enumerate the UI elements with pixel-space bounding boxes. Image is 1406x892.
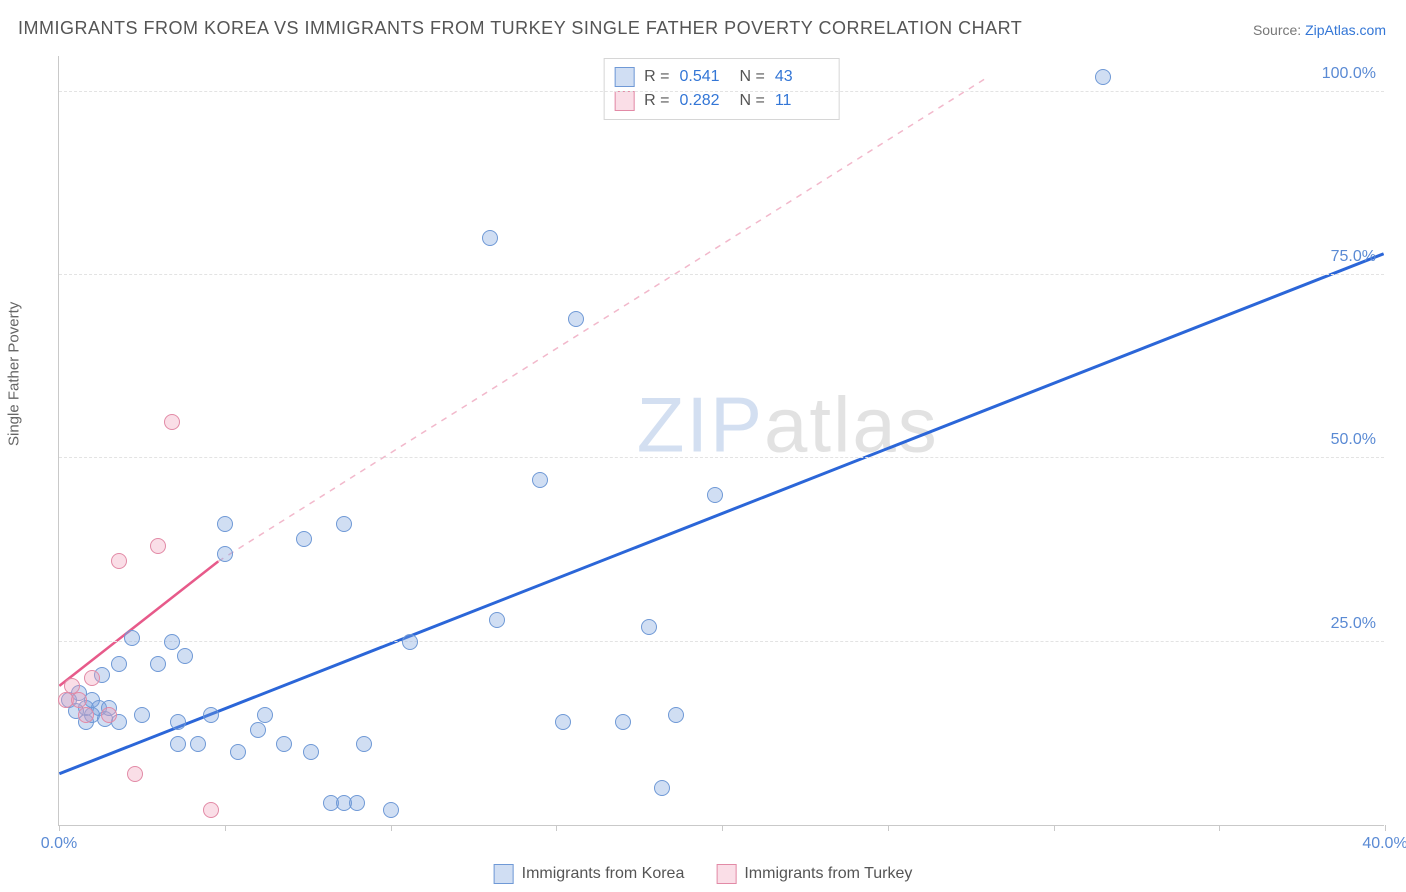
korea-point [134,707,150,723]
turkey-point [64,678,80,694]
r-value: 0.541 [680,65,730,89]
turkey-point [127,766,143,782]
korea-swatch [494,864,514,884]
korea-point [276,736,292,752]
x-tick [1385,825,1386,831]
x-tick [722,825,723,831]
source-attribution: Source: ZipAtlas.com [1253,22,1386,38]
korea-swatch [614,67,634,87]
series-legend: Immigrants from Korea Immigrants from Tur… [494,864,913,884]
y-tick-label: 100.0% [1322,65,1376,83]
trend-line [59,254,1383,774]
korea-point [668,707,684,723]
korea-point [489,612,505,628]
r-label: R = [644,89,669,113]
korea-point [615,714,631,730]
x-tick-label: 0.0% [41,835,77,853]
korea-point [568,311,584,327]
x-tick [391,825,392,831]
legend-item-turkey: Immigrants from Turkey [716,864,912,884]
turkey-point [78,707,94,723]
plot-area: ZIPatlas R = 0.541 N = 43 R = 0.282 N = 11 25.0… [58,56,1384,826]
x-tick [888,825,889,831]
legend-item-korea: Immigrants from Korea [494,864,685,884]
korea-point [170,714,186,730]
turkey-point [111,553,127,569]
r-value: 0.282 [680,89,730,113]
turkey-point [101,707,117,723]
turkey-point [164,414,180,430]
x-tick [1054,825,1055,831]
chart-title: IMMIGRANTS FROM KOREA VS IMMIGRANTS FROM… [18,18,1022,39]
korea-point [296,531,312,547]
korea-point [532,472,548,488]
korea-point [124,630,140,646]
turkey-point [150,538,166,554]
korea-point [190,736,206,752]
y-tick-label: 50.0% [1331,431,1376,449]
correlation-legend: R = 0.541 N = 43 R = 0.282 N = 11 [603,58,840,120]
x-tick [1219,825,1220,831]
trend-line [218,78,986,561]
korea-point [230,744,246,760]
turkey-point [203,802,219,818]
korea-point [383,802,399,818]
korea-point [111,656,127,672]
turkey-point [71,692,87,708]
gridline [59,641,1384,642]
turkey-point [84,670,100,686]
n-label: N = [740,89,765,113]
korea-point [336,516,352,532]
korea-point [177,648,193,664]
y-tick-label: 25.0% [1331,615,1376,633]
korea-point [217,516,233,532]
legend-label: Immigrants from Turkey [744,865,912,883]
x-tick [225,825,226,831]
correlation-row-turkey: R = 0.282 N = 11 [614,89,825,113]
gridline [59,457,1384,458]
korea-point [170,736,186,752]
source-link[interactable]: ZipAtlas.com [1305,22,1386,38]
n-value: 11 [775,89,825,113]
y-tick-label: 75.0% [1331,248,1376,266]
korea-point [250,722,266,738]
n-label: N = [740,65,765,89]
watermark-atlas: atlas [764,381,939,469]
source-label: Source: [1253,22,1305,38]
korea-point [150,656,166,672]
korea-point [164,634,180,650]
korea-point [356,736,372,752]
turkey-swatch [614,91,634,111]
korea-point [203,707,219,723]
korea-point [1095,69,1111,85]
watermark-zip: ZIP [637,381,764,469]
r-label: R = [644,65,669,89]
korea-point [482,230,498,246]
korea-point [402,634,418,650]
gridline [59,91,1384,92]
korea-point [555,714,571,730]
korea-point [217,546,233,562]
correlation-row-korea: R = 0.541 N = 43 [614,65,825,89]
trend-line [59,561,218,686]
x-tick [556,825,557,831]
y-axis-title: Single Father Poverty [6,302,23,446]
legend-label: Immigrants from Korea [522,865,685,883]
korea-point [707,487,723,503]
turkey-swatch [716,864,736,884]
korea-point [641,619,657,635]
gridline [59,274,1384,275]
x-tick-label: 40.0% [1362,835,1406,853]
korea-point [303,744,319,760]
korea-point [349,795,365,811]
x-tick [59,825,60,831]
korea-point [257,707,273,723]
n-value: 43 [775,65,825,89]
korea-point [654,780,670,796]
